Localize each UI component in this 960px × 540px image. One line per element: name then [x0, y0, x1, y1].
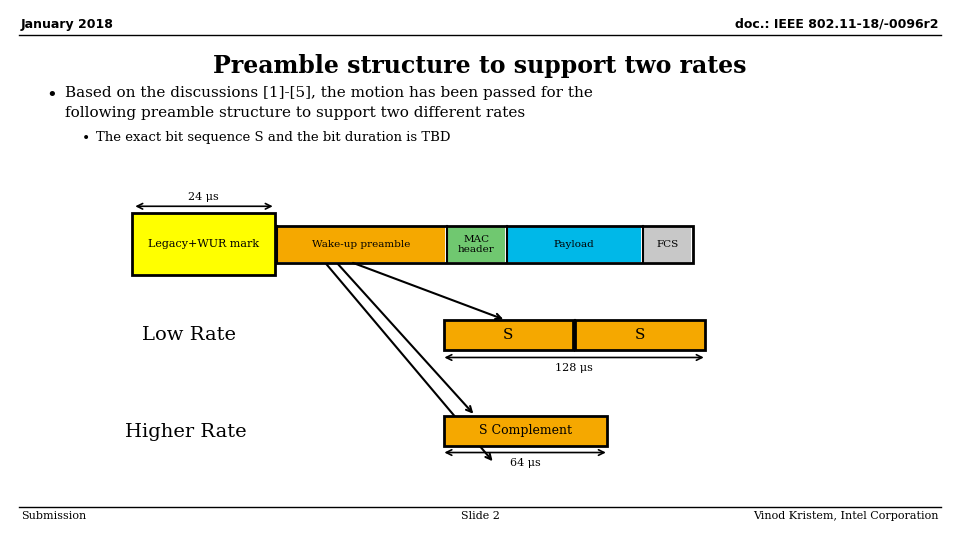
- Text: S: S: [503, 328, 514, 342]
- Bar: [575, 320, 705, 350]
- Text: Low Rate: Low Rate: [142, 326, 236, 344]
- Text: S Complement: S Complement: [479, 424, 571, 437]
- Text: S: S: [635, 328, 645, 342]
- Text: Submission: Submission: [21, 511, 86, 521]
- Text: Based on the discussions [1]-[5], the motion has been passed for the
following p: Based on the discussions [1]-[5], the mo…: [65, 86, 593, 120]
- Text: January 2018: January 2018: [21, 18, 114, 31]
- Text: Vinod Kristem, Intel Corporation: Vinod Kristem, Intel Corporation: [754, 511, 939, 521]
- Bar: [447, 227, 505, 262]
- Text: The exact bit sequence S and the bit duration is TBD: The exact bit sequence S and the bit dur…: [96, 131, 450, 144]
- Bar: [643, 227, 691, 262]
- Text: •: •: [46, 86, 57, 104]
- Bar: [444, 320, 573, 350]
- Text: 128 μs: 128 μs: [555, 363, 593, 373]
- Text: Payload: Payload: [554, 240, 594, 249]
- Text: Wake-up preamble: Wake-up preamble: [312, 240, 411, 249]
- Text: FCS: FCS: [656, 240, 679, 249]
- Text: 24 μs: 24 μs: [188, 192, 219, 202]
- Bar: [507, 227, 641, 262]
- Bar: [132, 213, 275, 275]
- Bar: [276, 226, 693, 263]
- Text: Preamble structure to support two rates: Preamble structure to support two rates: [213, 54, 747, 78]
- Text: •: •: [82, 131, 90, 145]
- Text: MAC
header: MAC header: [458, 235, 494, 254]
- Bar: [444, 416, 607, 446]
- Bar: [277, 227, 445, 262]
- Text: 64 μs: 64 μs: [510, 458, 540, 468]
- Text: doc.: IEEE 802.11-18/-0096r2: doc.: IEEE 802.11-18/-0096r2: [735, 18, 939, 31]
- Text: Slide 2: Slide 2: [461, 511, 499, 521]
- Text: Higher Rate: Higher Rate: [125, 423, 247, 441]
- Text: Legacy+WUR mark: Legacy+WUR mark: [148, 239, 259, 249]
